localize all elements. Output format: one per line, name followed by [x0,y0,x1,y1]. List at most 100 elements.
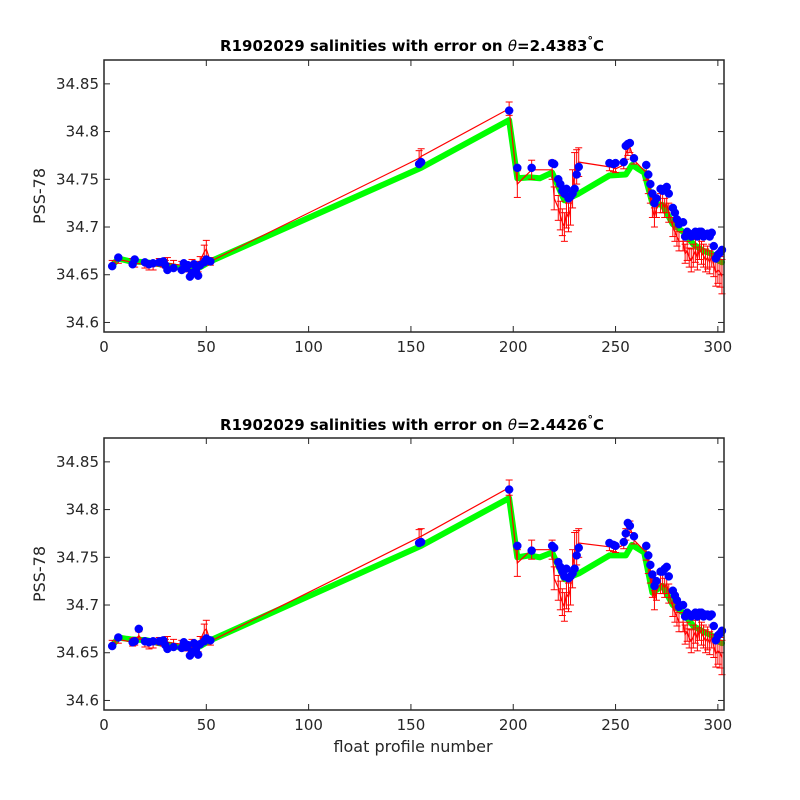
bottom-chart-frame [103,437,725,711]
bottom-observed-point [206,636,215,645]
top-observed-point [629,154,639,163]
top-observed-point [193,271,203,280]
top-observed-point [206,257,215,266]
bottom-plot-area [104,438,724,710]
top-ytick-label: 34.75 [56,170,99,188]
top-error-bar [665,202,673,223]
top-axes-box [103,59,725,333]
bottom-observed-point [641,541,651,551]
bottom-observed-point [629,532,639,541]
bottom-chart-xlabel: float profile number [333,737,493,756]
bottom-chart-observed-points [107,485,727,660]
top-xtick-label: 300 [704,338,733,356]
bottom-observed-point [570,564,579,574]
bottom-observed-point [709,621,719,631]
top-xtick-label: 250 [601,338,630,356]
bottom-observed-point [611,541,620,551]
top-ytick-label: 34.85 [56,75,99,93]
top-observed-point [641,160,651,170]
top-observed-point [107,261,117,271]
top-observed-point [549,159,559,169]
top-observed-point [572,170,581,179]
top-xtick-label: 0 [99,338,109,356]
top-xtick-label: 100 [294,338,323,356]
bottom-observed-point [504,485,514,494]
top-observed-point [664,189,674,198]
bottom-observed-point [130,637,139,646]
top-observed-point [504,106,514,115]
top-chart-ylabel: PSS-78 [30,168,49,224]
top-observed-point [646,179,655,189]
bottom-chart: R1902029 salinities with error on θ=2.44… [30,413,732,756]
top-observed-point [130,255,139,264]
bottom-ytick-label: 34.6 [66,691,99,709]
bottom-xtick-label: 50 [197,716,216,734]
bottom-observed-point [646,560,655,570]
top-observed-point [416,157,426,167]
top-ytick-label: 34.8 [66,123,99,141]
top-observed-point [707,228,716,237]
top-xtick-label: 200 [499,338,528,356]
top-observed-point [619,157,628,167]
top-observed-point [513,163,522,173]
top-observed-point [570,184,579,194]
bottom-xtick-label: 100 [294,716,323,734]
top-ytick-label: 34.7 [66,218,99,236]
bottom-axes-box [103,437,725,711]
bottom-observed-point [625,521,635,531]
bottom-xtick-label: 250 [601,716,630,734]
bottom-observed-point [652,576,661,586]
bottom-error-bar [665,583,673,604]
top-chart: R1902029 salinities with error on θ=2.43… [30,34,732,356]
top-observed-point [678,217,688,227]
bottom-observed-point [648,570,657,579]
top-observed-point [625,138,635,148]
top-observed-point [644,170,653,179]
top-observed-point [709,241,719,251]
bottom-observed-point [678,600,688,610]
top-error-bar [550,186,558,211]
bottom-observed-point [134,624,144,634]
bottom-observed-point [621,529,631,538]
top-xtick-label: 150 [397,338,426,356]
bottom-observed-point [513,541,522,551]
bottom-chart-ylabel: PSS-78 [30,546,49,602]
bottom-observed-point [574,543,583,553]
bottom-observed-point [717,626,727,636]
bottom-ytick-label: 34.7 [66,596,99,614]
top-chart-observed-points [107,106,727,281]
top-observed-point [169,263,178,273]
bottom-chart-axes: 0 50 100 150 200 250 300 34.6 34.65 34.7 34.75 34.8… [56,438,732,734]
top-observed-point [574,162,583,172]
bottom-observed-point [644,551,653,560]
bottom-observed-point [416,537,426,547]
bottom-observed-point [619,537,628,547]
top-chart-axes: 0 50 100 150 200 250 300 34.6 34.65 34.7 34.75 34.8… [56,60,732,356]
bottom-observed-point [707,610,716,619]
top-ytick-label: 34.65 [56,266,99,284]
top-observed-point [611,158,620,168]
top-chart-frame [103,59,725,333]
top-observed-point [527,163,536,173]
bottom-observed-point [664,572,674,581]
bottom-ytick-label: 34.65 [56,644,99,662]
top-chart-title: R1902029 salinities with error on θ=2.43… [220,34,604,55]
top-ytick-label: 34.6 [66,313,99,331]
bottom-observed-point [193,650,203,659]
bottom-observed-point [114,633,123,642]
top-plot-area [104,60,724,332]
top-observed-point [652,194,661,203]
bottom-xtick-label: 200 [499,716,528,734]
bottom-xtick-label: 150 [397,716,426,734]
bottom-observed-point [169,642,178,652]
top-observed-point [717,245,727,255]
bottom-ytick-label: 34.75 [56,548,99,566]
bottom-ytick-label: 34.85 [56,453,99,471]
top-xtick-label: 50 [197,338,216,356]
bottom-xtick-label: 300 [704,716,733,734]
bottom-observed-point [549,543,559,553]
bottom-xtick-label: 0 [99,716,109,734]
bottom-observed-point [572,551,581,560]
bottom-ytick-label: 34.8 [66,501,99,519]
